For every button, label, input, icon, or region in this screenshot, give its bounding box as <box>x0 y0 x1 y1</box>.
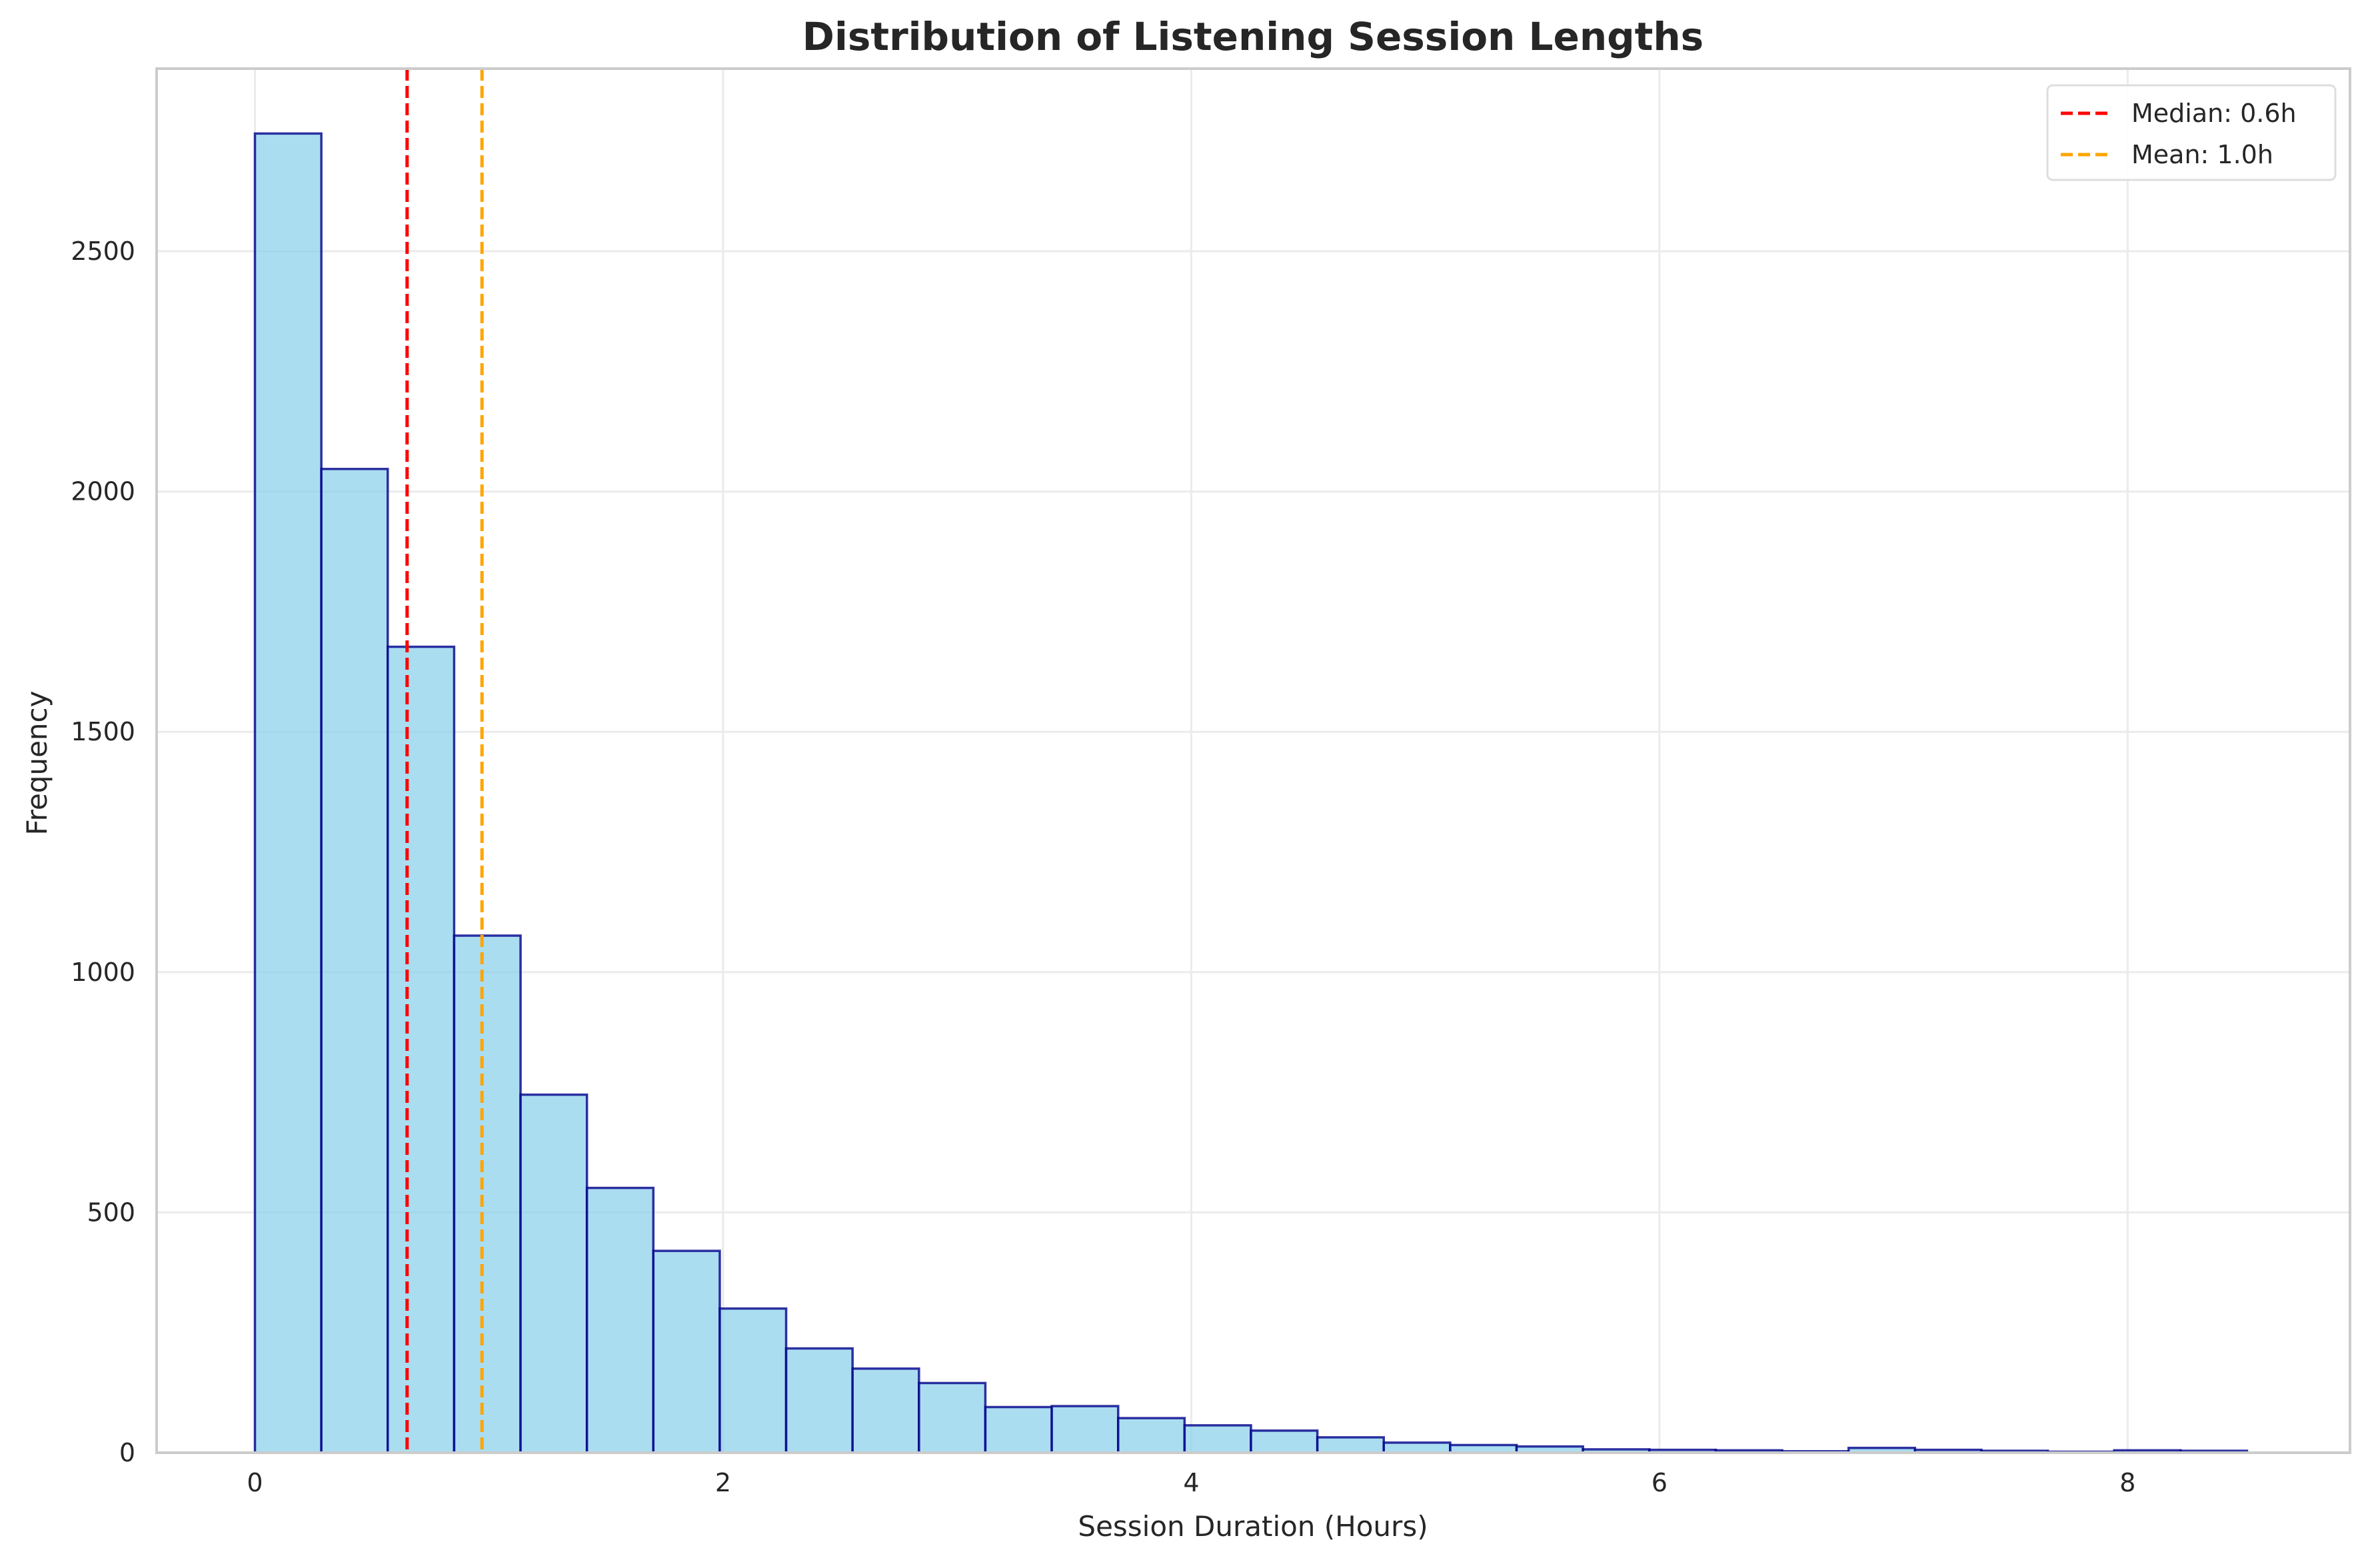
histogram-bar <box>918 1381 987 1454</box>
plot-frame <box>155 67 2351 1454</box>
histogram-bars <box>253 132 2249 1454</box>
histogram-bar <box>1116 1417 1186 1454</box>
y-tick-label: 1000 <box>71 958 135 987</box>
x-tick-label: 8 <box>2119 1468 2135 1497</box>
histogram-bar <box>1382 1441 1452 1454</box>
x-axis-label: Session Duration (Hours) <box>1078 1510 1428 1543</box>
histogram-bar <box>1050 1405 1120 1454</box>
histogram-bar <box>320 467 389 1454</box>
legend-label: Mean: 1.0h <box>2131 140 2273 169</box>
y-tick-label: 2500 <box>71 237 135 266</box>
x-tick-label: 6 <box>1652 1468 1668 1497</box>
histogram-bar <box>519 1093 589 1454</box>
x-tick-label: 4 <box>1183 1468 1199 1497</box>
chart-title: Distribution of Listening Session Length… <box>802 14 1704 59</box>
grid <box>157 69 2350 1454</box>
histogram-bar <box>984 1405 1053 1454</box>
histogram-bar <box>652 1249 721 1454</box>
histogram-bar <box>718 1307 788 1454</box>
x-tick-label: 2 <box>715 1468 731 1497</box>
histogram-bar <box>387 645 456 1454</box>
y-axis-label: Frequency <box>21 691 53 836</box>
histogram-bar <box>253 132 323 1454</box>
reference-lines <box>405 69 484 1453</box>
histogram-bar <box>851 1367 920 1454</box>
histogram-bar <box>1316 1436 1385 1454</box>
x-tick-label: 0 <box>247 1468 263 1497</box>
histogram-bar <box>585 1186 655 1454</box>
y-tick-label: 1500 <box>71 717 135 746</box>
histogram-bar <box>453 934 522 1454</box>
y-tick-label: 0 <box>119 1438 135 1467</box>
y-tick-label: 2000 <box>71 477 135 506</box>
legend: Median: 0.6h Mean: 1.0h <box>2046 84 2337 181</box>
histogram-bar <box>1250 1429 1319 1454</box>
y-tick-label: 500 <box>87 1197 135 1227</box>
histogram-bar <box>784 1347 854 1454</box>
legend-label: Median: 0.6h <box>2131 99 2297 128</box>
legend-box <box>2046 84 2337 181</box>
histogram-bar <box>1183 1424 1252 1454</box>
tick-labels: 0 500 1000 1500 2000 2500 0 2 4 6 8 <box>71 237 2135 1497</box>
